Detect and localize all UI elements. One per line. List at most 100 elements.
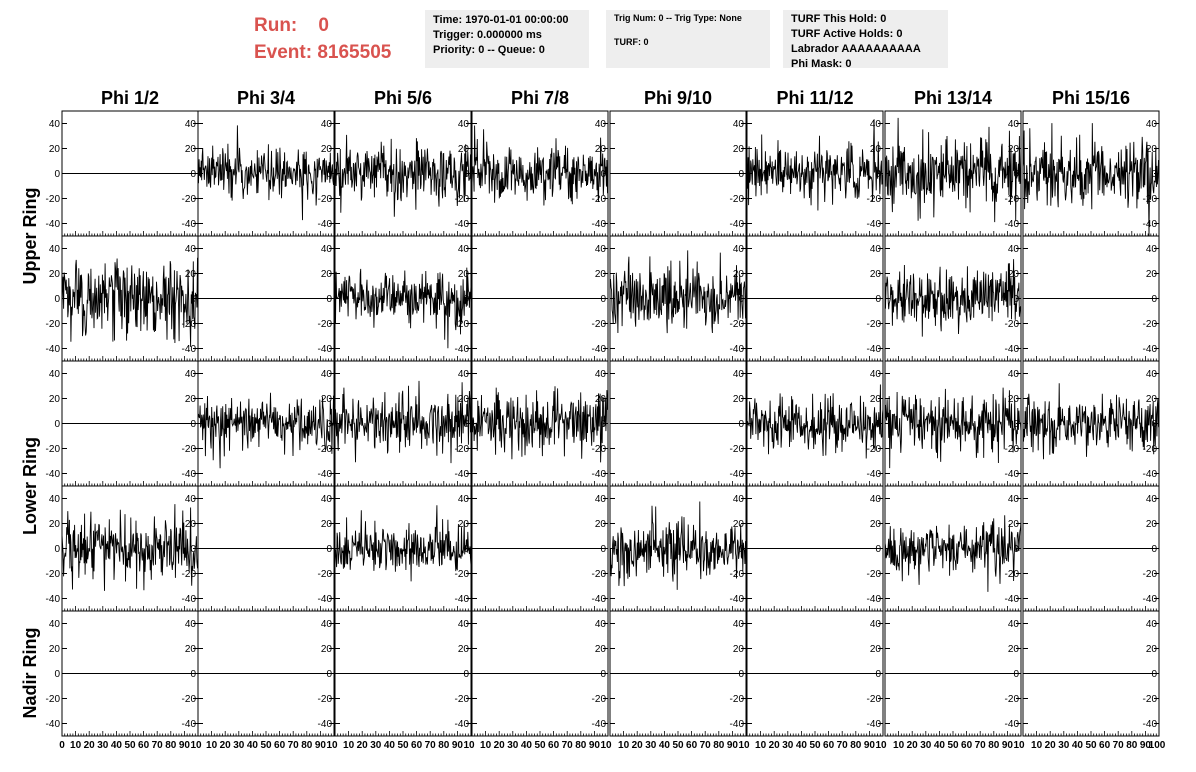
priority-text: Priority: 0 -- Queue: 0 — [433, 44, 545, 56]
x-tick-label: 60 — [411, 740, 423, 751]
y-tick-label: -20 — [1143, 194, 1158, 205]
time-info-box: Time: 1970-01-01 00:00:00 Trigger: 0.000… — [425, 10, 589, 68]
x-tick-label: 50 — [672, 740, 684, 751]
y-tick-label: 0 — [738, 169, 744, 180]
y-tick-label: 40 — [185, 494, 197, 505]
y-tick-label: 20 — [321, 269, 333, 280]
y-tick-label: 40 — [733, 494, 745, 505]
waveform-trace-r2-c5 — [609, 250, 747, 334]
y-tick-label: 0 — [875, 544, 881, 555]
waveform-trace-r2-c7 — [884, 259, 1022, 337]
y-tick-label: 40 — [185, 244, 197, 255]
y-tick-label: 20 — [1146, 394, 1158, 405]
y-tick-label: -40 — [182, 594, 197, 605]
x-tick-label: 30 — [1058, 740, 1070, 751]
y-tick-label: -40 — [867, 219, 882, 230]
x-tick-label: 80 — [575, 740, 587, 751]
y-tick-label: 20 — [733, 269, 745, 280]
y-tick-label: 40 — [595, 369, 607, 380]
waveform-trace-r1-c6 — [746, 119, 884, 211]
y-tick-label: -20 — [592, 444, 607, 455]
turf-active-holds-text: TURF Active Holds: 0 — [791, 28, 903, 40]
y-tick-label: -20 — [182, 444, 197, 455]
y-tick-label: 40 — [321, 119, 333, 130]
y-tick-label: 20 — [870, 394, 882, 405]
y-tick-label: 40 — [870, 369, 882, 380]
y-tick-label: 40 — [1146, 494, 1158, 505]
y-tick-label: 20 — [733, 644, 745, 655]
y-tick-label: -40 — [867, 344, 882, 355]
x-tick-label: 50 — [534, 740, 546, 751]
y-tick-label: -40 — [1143, 344, 1158, 355]
y-tick-label: -40 — [182, 719, 197, 730]
x-tick-label: 20 — [357, 740, 369, 751]
x-tick-label: 30 — [97, 740, 109, 751]
y-tick-label: -40 — [46, 344, 61, 355]
x-tick-label: 30 — [920, 740, 932, 751]
y-tick-label: 20 — [595, 269, 607, 280]
y-tick-label: 20 — [458, 269, 470, 280]
y-tick-label: 0 — [1151, 669, 1157, 680]
y-tick-label: -20 — [318, 194, 333, 205]
x-tick-label: 70 — [425, 740, 437, 751]
y-tick-label: -20 — [730, 694, 745, 705]
y-tick-label: -40 — [46, 219, 61, 230]
x-tick-label: 70 — [700, 740, 712, 751]
column-header-3: Phi 5/6 — [374, 88, 432, 108]
y-tick-label: 20 — [458, 644, 470, 655]
x-tick-label: 40 — [659, 740, 671, 751]
y-tick-label: 40 — [870, 244, 882, 255]
y-tick-label: 40 — [321, 619, 333, 630]
run-value: 0 — [318, 15, 329, 36]
waveform-trace-r4-c1 — [61, 504, 199, 591]
x-tick-label: 60 — [1099, 740, 1111, 751]
y-tick-label: 20 — [321, 144, 333, 155]
y-tick-label: 20 — [321, 644, 333, 655]
y-tick-label: 40 — [1146, 119, 1158, 130]
waveform-trace-r1-c2 — [197, 125, 335, 221]
y-tick-label: 20 — [1146, 644, 1158, 655]
x-tick-label: 30 — [370, 740, 382, 751]
x-tick-label: 80 — [850, 740, 862, 751]
y-tick-label: 40 — [1008, 244, 1020, 255]
x-tick-label: 90 — [1002, 740, 1014, 751]
y-tick-label: 20 — [1146, 269, 1158, 280]
y-tick-label: -40 — [592, 719, 607, 730]
turf-info-box: TURF This Hold: 0 TURF Active Holds: 0 L… — [783, 10, 948, 70]
y-tick-label: 20 — [49, 644, 61, 655]
y-tick-label: -40 — [730, 344, 745, 355]
waveform-trace-r3-c7 — [884, 387, 1022, 469]
y-tick-label: -20 — [455, 694, 470, 705]
y-tick-label: 0 — [1013, 294, 1019, 305]
y-tick-label: -40 — [318, 344, 333, 355]
y-tick-label: -20 — [867, 569, 882, 580]
y-tick-label: -20 — [1143, 694, 1158, 705]
y-tick-label: 0 — [875, 169, 881, 180]
column-header-1: Phi 1/2 — [101, 88, 159, 108]
x-tick-label: 10 — [1031, 740, 1043, 751]
y-tick-label: -40 — [1143, 219, 1158, 230]
y-tick-label: -20 — [455, 569, 470, 580]
y-tick-label: 20 — [49, 519, 61, 530]
y-tick-label: -20 — [46, 194, 61, 205]
y-tick-label: 0 — [875, 669, 881, 680]
x-tick-label: 40 — [384, 740, 396, 751]
y-tick-label: -20 — [455, 444, 470, 455]
waveform-trace-r4-c7 — [884, 515, 1022, 592]
y-tick-label: 20 — [321, 519, 333, 530]
x-tick-label: 80 — [438, 740, 450, 751]
y-tick-label: 0 — [463, 544, 469, 555]
y-tick-label: -40 — [592, 469, 607, 480]
y-tick-label: -40 — [592, 219, 607, 230]
y-tick-label: 40 — [1008, 619, 1020, 630]
y-tick-label: 40 — [733, 369, 745, 380]
x-tick-label: 60 — [961, 740, 973, 751]
y-tick-label: -20 — [455, 194, 470, 205]
y-tick-label: 0 — [190, 419, 196, 430]
y-tick-label: 40 — [870, 119, 882, 130]
y-tick-label: 20 — [595, 519, 607, 530]
x-tick-label: 80 — [988, 740, 1000, 751]
column-header-2: Phi 3/4 — [237, 88, 295, 108]
y-tick-label: -20 — [867, 444, 882, 455]
